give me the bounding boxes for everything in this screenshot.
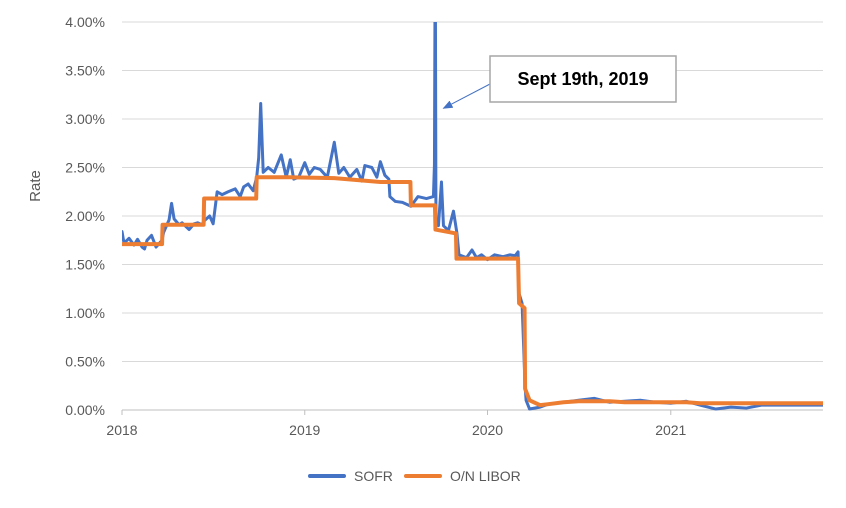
y-tick-label: 3.00%: [65, 111, 105, 127]
annotation-label: Sept 19th, 2019: [517, 69, 648, 89]
annotation-arrow: [442, 83, 491, 109]
series-line-o-n-libor: [122, 175, 823, 408]
x-tick-label: 2018: [106, 422, 137, 438]
legend-label: SOFR: [354, 468, 393, 484]
x-tick-label: 2020: [472, 422, 503, 438]
y-axis-title: Rate: [27, 170, 44, 202]
y-tick-label: 4.00%: [65, 14, 105, 30]
y-tick-label: 3.50%: [65, 63, 105, 79]
y-tick-label: 2.50%: [65, 160, 105, 176]
x-tick-label: 2021: [655, 422, 686, 438]
y-tick-label: 2.00%: [65, 208, 105, 224]
y-tick-label: 1.00%: [65, 305, 105, 321]
gridlines: [122, 21, 823, 362]
y-tick-label: 0.50%: [65, 354, 105, 370]
annotation-box: [489, 55, 677, 103]
y-tick-label: 0.00%: [65, 402, 105, 418]
axes: 0.00% 0.50% 1.00% 1.50% 2.00% 2.50% 3.00% 3.50%…: [65, 14, 823, 438]
y-tick-label: 1.50%: [65, 257, 105, 273]
x-tick-label: 2019: [289, 422, 320, 438]
legend: SOFR O/N LIBOR: [308, 468, 521, 484]
annotations: Sept 19th, 2019: [442, 55, 677, 109]
legend-label: O/N LIBOR: [450, 468, 521, 484]
series-lines: [122, 22, 823, 411]
